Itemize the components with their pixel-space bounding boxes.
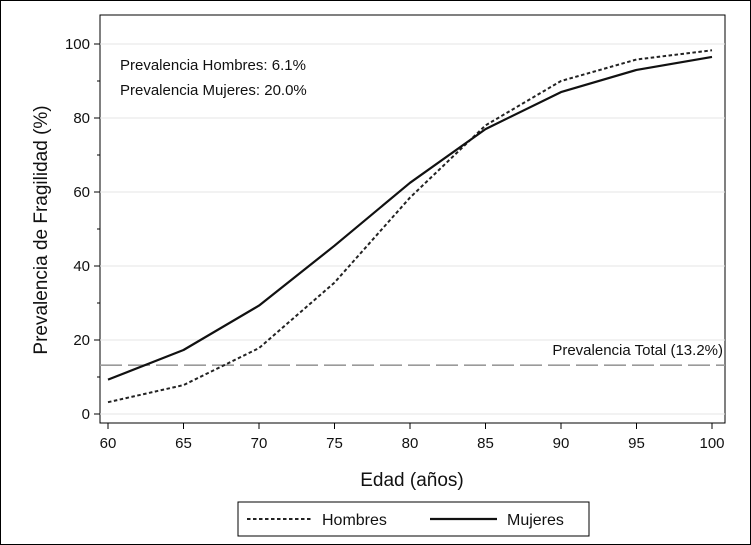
x-tick-label-4: 80 — [402, 435, 419, 452]
series-line-hombres — [107, 49, 713, 404]
x-axis-title: Edad (años) — [360, 470, 464, 491]
x-tick-label-5: 85 — [477, 435, 494, 452]
gridlines — [100, 43, 725, 415]
annotation-hombres: Prevalencia Hombres: 6.1% — [120, 57, 306, 74]
x-tick-label-7: 95 — [628, 435, 645, 452]
y-axis-title: Prevalencia de Fragilidad (%) — [31, 105, 52, 354]
y-tick-label-5: 100 — [65, 36, 90, 53]
y-tick-label-3: 60 — [73, 184, 90, 201]
x-axis: 60 65 70 75 80 85 90 95 100 — [100, 423, 725, 452]
series-line-mujeres — [107, 55, 713, 381]
x-tick-label-1: 65 — [175, 435, 192, 452]
reference-line-group: Prevalencia Total (13.2%) — [100, 342, 725, 366]
x-tick-label-2: 70 — [251, 435, 268, 452]
legend-label-hombres: Hombres — [322, 512, 387, 529]
x-tick-label-3: 75 — [326, 435, 343, 452]
y-tick-label-4: 80 — [73, 110, 90, 127]
legend-label-mujeres: Mujeres — [507, 512, 564, 529]
y-tick-label-2: 40 — [73, 258, 90, 275]
reference-line-label: Prevalencia Total (13.2%) — [552, 342, 723, 359]
annotation-mujeres: Prevalencia Mujeres: 20.0% — [120, 82, 307, 99]
series-lines — [107, 49, 713, 404]
y-tick-label-0: 0 — [82, 406, 90, 423]
y-tick-label-1: 20 — [73, 332, 90, 349]
x-tick-label-8: 100 — [699, 435, 724, 452]
annotations: Prevalencia Hombres: 6.1% Prevalencia Mu… — [120, 57, 307, 99]
plot-frame — [99, 14, 726, 424]
legend: Hombres Mujeres — [237, 501, 590, 537]
y-axis: 0 20 40 60 80 100 — [65, 36, 100, 423]
x-tick-label-6: 90 — [553, 435, 570, 452]
x-tick-label-0: 60 — [100, 435, 117, 452]
